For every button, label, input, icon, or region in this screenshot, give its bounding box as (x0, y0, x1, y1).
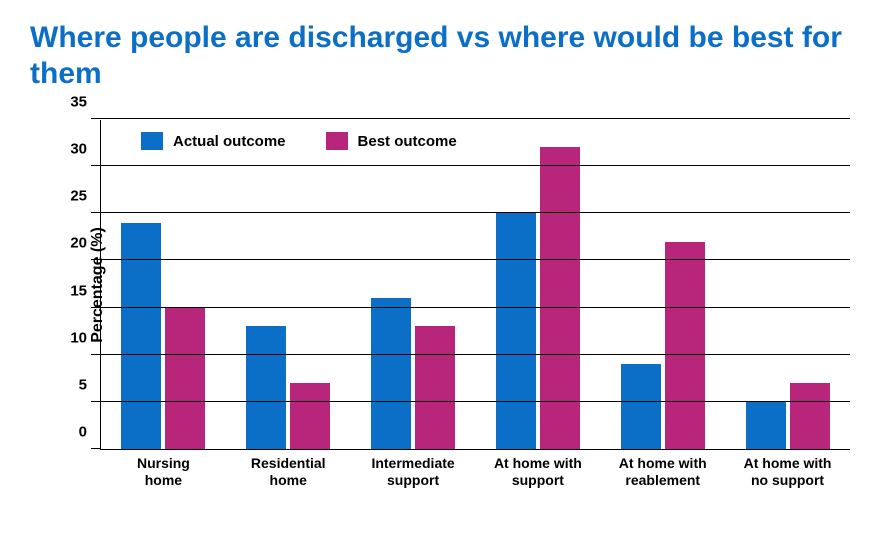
x-tick-label: Nursing home (137, 455, 190, 489)
bar-actual (246, 326, 286, 449)
gridline (101, 401, 850, 402)
y-tick-label: 20 (70, 235, 87, 252)
bar-best (540, 147, 580, 449)
bar-best (290, 383, 330, 449)
y-tick (91, 212, 101, 213)
gridline (101, 259, 850, 260)
x-tick-label: At home with no support (744, 455, 832, 489)
chart-container: Percentage (%) Actual outcome Best outco… (100, 120, 850, 450)
bar-actual (371, 298, 411, 449)
bar-group: Nursing home (101, 120, 226, 449)
gridline (101, 212, 850, 213)
bars-layer: Nursing homeResidential homeIntermediate… (101, 120, 850, 449)
gridline (101, 307, 850, 308)
bar-group: Intermediate support (351, 120, 476, 449)
y-tick (91, 307, 101, 308)
y-tick-label: 15 (70, 282, 87, 299)
y-tick (91, 448, 101, 449)
bar-best (790, 383, 830, 449)
bar-best (165, 308, 205, 449)
y-tick-label: 25 (70, 188, 87, 205)
chart-title: Where people are discharged vs where wou… (30, 20, 860, 92)
y-tick (91, 401, 101, 402)
legend-item-actual: Actual outcome (141, 132, 286, 150)
legend-swatch-best (326, 132, 348, 150)
bar-group: At home with no support (725, 120, 850, 449)
y-tick (91, 259, 101, 260)
y-tick (91, 354, 101, 355)
plot-area: Actual outcome Best outcome Nursing home… (100, 120, 850, 450)
legend-label-actual: Actual outcome (173, 133, 286, 150)
bar-best (665, 242, 705, 449)
x-tick-label: At home with support (494, 455, 582, 489)
legend-item-best: Best outcome (326, 132, 457, 150)
x-tick-label: At home with reablement (619, 455, 707, 489)
legend-label-best: Best outcome (358, 133, 457, 150)
y-tick-label: 0 (79, 424, 87, 441)
bar-group: Residential home (226, 120, 351, 449)
x-tick-label: Residential home (251, 455, 326, 489)
y-tick (91, 118, 101, 119)
bar-actual (746, 402, 786, 449)
bar-actual (621, 364, 661, 449)
bar-best (415, 326, 455, 449)
x-tick-label: Intermediate support (371, 455, 454, 489)
bar-actual (496, 213, 536, 449)
y-tick-label: 35 (70, 94, 87, 111)
legend: Actual outcome Best outcome (141, 132, 457, 150)
gridline (101, 165, 850, 166)
bar-group: At home with reablement (600, 120, 725, 449)
y-tick (91, 165, 101, 166)
y-tick-label: 10 (70, 329, 87, 346)
gridline (101, 118, 850, 119)
bar-actual (121, 223, 161, 449)
y-tick-label: 5 (79, 376, 87, 393)
gridline (101, 354, 850, 355)
bar-group: At home with support (475, 120, 600, 449)
y-tick-label: 30 (70, 141, 87, 158)
legend-swatch-actual (141, 132, 163, 150)
